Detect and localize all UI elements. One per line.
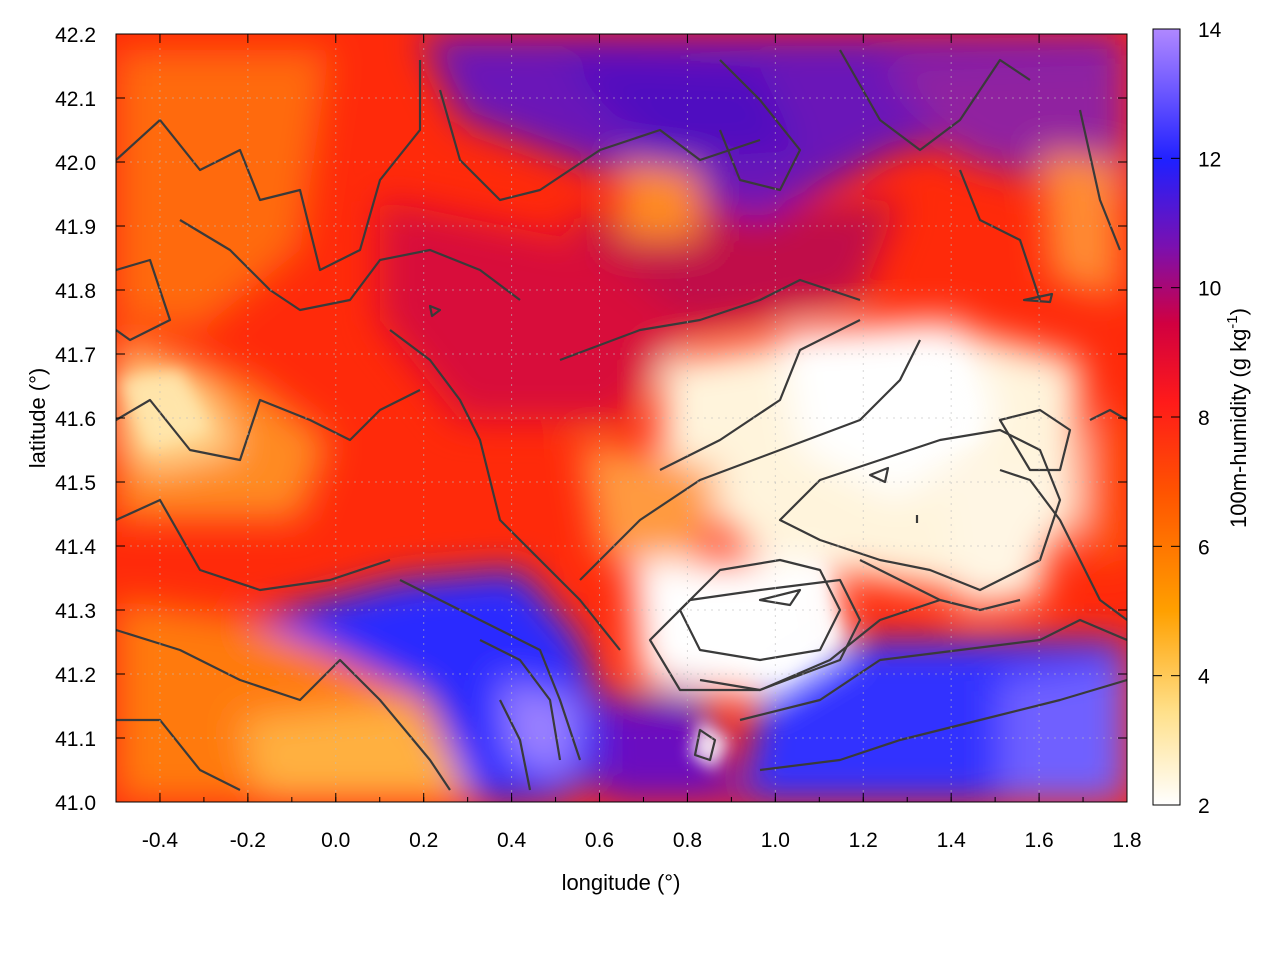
contour-lines xyxy=(116,49,1127,791)
axis-ticks xyxy=(115,33,1128,803)
x-tick-label: 1.2 xyxy=(849,829,878,852)
x-tick-label: 0.8 xyxy=(673,829,702,852)
x-tick-label: 1.8 xyxy=(1112,829,1141,852)
colorbar-tick-label: 4 xyxy=(1198,666,1210,689)
x-tick-label: -0.4 xyxy=(142,829,179,852)
y-tick-labels: 41.0 41.1 41.2 41.3 41.4 41.5 41.6 41.7 41.8 41.9… xyxy=(55,24,96,815)
x-tick-labels: -0.4 -0.2 0.0 0.2 0.4 0.6 0.8 1.0 1.2 1.4 1.6 1.8 xyxy=(142,829,1142,852)
x-tick-label: 1.0 xyxy=(761,829,790,852)
x-tick-label: 0.4 xyxy=(497,829,527,852)
y-axis-title: latitude (°) xyxy=(25,368,50,469)
colorbar-ticks: 2 4 6 8 10 12 14 xyxy=(1153,19,1222,818)
colorbar-tick-label: 10 xyxy=(1198,278,1221,301)
x-tick-label: 1.4 xyxy=(937,829,967,852)
x-axis-title: longitude (°) xyxy=(562,870,681,895)
y-tick-label: 41.6 xyxy=(55,408,96,431)
colorbar-title-end: ) xyxy=(1226,308,1251,315)
y-tick-label: 42.0 xyxy=(55,152,96,175)
colorbar-tick-label: 6 xyxy=(1198,536,1210,559)
colorbar-tick-label: 14 xyxy=(1198,19,1222,42)
y-tick-label: 41.9 xyxy=(55,216,96,239)
y-tick-label: 42.2 xyxy=(55,24,96,47)
x-tick-label: -0.2 xyxy=(230,829,266,852)
y-tick-label: 41.4 xyxy=(55,536,96,559)
x-tick-label: 1.6 xyxy=(1024,829,1053,852)
y-tick-label: 41.5 xyxy=(55,472,96,495)
x-tick-label: 0.2 xyxy=(409,829,438,852)
colorbar-tick-label: 2 xyxy=(1198,795,1210,818)
y-tick-label: 41.0 xyxy=(55,792,96,815)
y-tick-label: 41.2 xyxy=(55,664,96,687)
y-tick-label: 41.1 xyxy=(55,728,96,751)
colorbar-title-main: 100m-humidity (g kg xyxy=(1226,329,1251,528)
colorbar-tick-label: 8 xyxy=(1198,407,1210,430)
colorbar-title-sup: -1 xyxy=(1224,315,1241,328)
x-tick-label: 0.0 xyxy=(321,829,350,852)
colorbar-tick-label: 12 xyxy=(1198,148,1221,171)
y-tick-label: 41.8 xyxy=(55,280,96,303)
y-tick-label: 42.1 xyxy=(55,88,96,111)
y-tick-label: 41.7 xyxy=(55,344,96,367)
y-tick-label: 41.3 xyxy=(55,600,96,623)
colorbar-title: 100m-humidity (g kg-1) xyxy=(1224,308,1251,528)
x-tick-label: 0.6 xyxy=(585,829,614,852)
